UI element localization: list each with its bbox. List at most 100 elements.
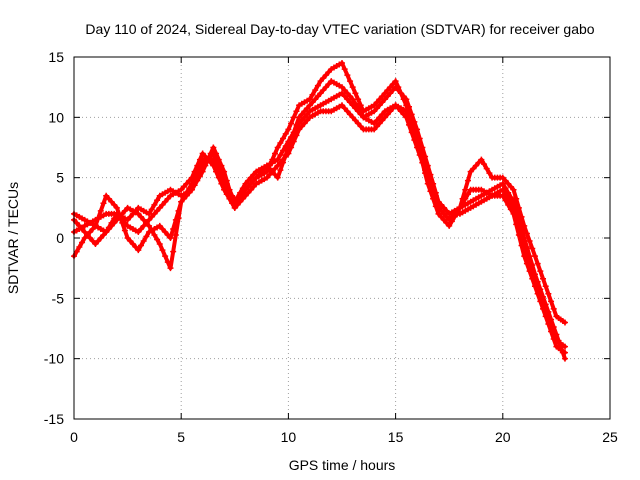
data-point xyxy=(499,192,506,199)
x-tick-label: 25 xyxy=(602,429,618,445)
data-point xyxy=(250,171,257,178)
data-point xyxy=(138,242,144,249)
data-point xyxy=(237,198,244,205)
data-point xyxy=(151,201,158,208)
data-point xyxy=(325,81,332,88)
data-point xyxy=(515,231,522,238)
data-point xyxy=(167,235,174,241)
data-point xyxy=(561,355,568,362)
data-point xyxy=(162,198,169,205)
data-point xyxy=(164,195,171,202)
tick-labels: 0 5 10 15 20 25 -15 -10 -5 0 5 10 15 xyxy=(44,49,618,445)
data-point xyxy=(387,84,394,91)
data-point xyxy=(280,159,287,166)
data-point xyxy=(304,105,311,112)
data-point xyxy=(424,168,431,175)
data-point xyxy=(164,259,171,266)
y-tick-label: 15 xyxy=(48,49,64,65)
data-point xyxy=(167,265,174,272)
data-point xyxy=(178,198,185,205)
data-point xyxy=(521,253,528,260)
data-point xyxy=(341,87,348,94)
data-point xyxy=(526,238,533,245)
data-point xyxy=(376,102,383,109)
data-point xyxy=(92,241,99,248)
data-point xyxy=(73,248,80,255)
data-point xyxy=(183,192,190,199)
data-point xyxy=(121,227,128,234)
data-point xyxy=(76,244,83,251)
data-point xyxy=(357,109,364,116)
data-point xyxy=(379,111,386,118)
data-point xyxy=(143,233,150,240)
data-point xyxy=(296,114,303,121)
data-point xyxy=(357,102,364,109)
data-point xyxy=(470,165,477,172)
data-point xyxy=(92,222,99,229)
data-point xyxy=(400,96,407,103)
data-point xyxy=(408,120,415,127)
data-point xyxy=(266,165,273,172)
data-point xyxy=(170,248,177,255)
data-point xyxy=(440,210,447,217)
data-point xyxy=(347,93,354,100)
data-point xyxy=(175,207,182,214)
data-point xyxy=(416,141,423,148)
data-point xyxy=(263,168,270,175)
data-point xyxy=(339,102,345,109)
data-point xyxy=(317,90,324,97)
data-point xyxy=(116,212,123,219)
data-point xyxy=(135,228,142,235)
data-point xyxy=(277,167,284,174)
data-point xyxy=(446,222,453,229)
x-axis-label: GPS time / hours xyxy=(289,457,396,473)
data-point xyxy=(210,144,217,151)
data-point xyxy=(540,275,546,282)
data-point xyxy=(218,174,225,181)
data-point xyxy=(202,162,209,169)
data-point xyxy=(373,105,380,112)
y-tick-label: 5 xyxy=(56,170,64,186)
data-point xyxy=(154,207,161,214)
data-point xyxy=(443,213,450,220)
data-point xyxy=(389,81,396,88)
data-point xyxy=(518,242,525,249)
data-point xyxy=(414,132,421,139)
data-point xyxy=(376,114,383,121)
data-point xyxy=(371,102,378,109)
data-point xyxy=(341,66,348,73)
data-point xyxy=(464,177,471,184)
data-point xyxy=(325,69,332,76)
x-tick-label: 5 xyxy=(177,429,185,445)
data-point xyxy=(213,162,220,169)
data-point xyxy=(312,87,319,94)
data-point xyxy=(347,78,354,85)
data-point xyxy=(215,156,222,163)
data-point xyxy=(234,201,241,208)
data-point xyxy=(239,195,246,202)
data-point xyxy=(199,150,206,157)
data-point xyxy=(79,239,86,246)
data-point xyxy=(132,207,139,214)
data-point xyxy=(344,96,351,103)
data-point xyxy=(172,231,179,238)
data-point xyxy=(250,183,257,190)
data-point xyxy=(430,186,437,193)
data-point xyxy=(422,159,429,166)
data-point xyxy=(242,180,249,187)
data-point xyxy=(347,99,354,106)
data-point xyxy=(186,177,193,184)
data-point xyxy=(239,189,246,196)
data-point xyxy=(510,186,517,193)
data-point xyxy=(129,241,136,248)
data-point xyxy=(290,114,297,121)
data-point xyxy=(540,305,546,312)
data-point xyxy=(550,336,557,343)
data-point xyxy=(314,82,321,89)
data-point xyxy=(269,168,276,175)
data-point xyxy=(159,201,166,208)
data-point xyxy=(349,84,356,91)
data-point xyxy=(95,215,102,222)
data-point xyxy=(221,168,228,175)
data-point xyxy=(245,177,252,184)
